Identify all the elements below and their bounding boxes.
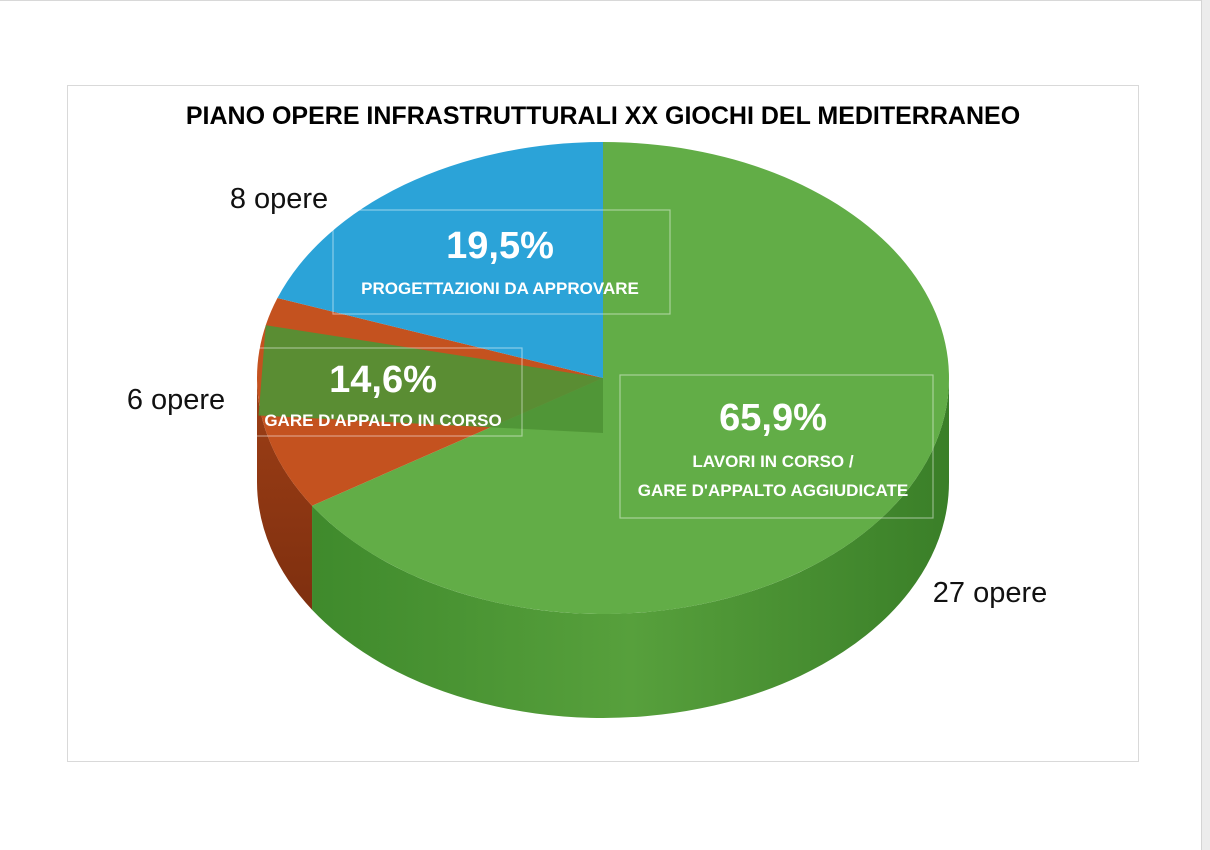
slice-side-green: [312, 378, 949, 718]
category-label-progettazioni-line-1: PROGETTAZIONI DA APPROVARE: [361, 279, 639, 298]
count-label-lavori: 27 opere: [933, 577, 1048, 609]
page-top-edge: [0, 0, 1201, 1]
category-label-gare-line-1: GARE D'APPALTO IN CORSO: [264, 411, 501, 430]
label-box-progettazioni: [332, 209, 671, 315]
pct-label-lavori: 65,9%: [719, 397, 827, 439]
chart-title: PIANO OPERE INFRASTRUTTURALI XX GIOCHI D…: [185, 102, 1021, 130]
pct-label-gare: 14,6%: [329, 359, 437, 401]
count-label-gare: 6 opere: [127, 384, 225, 416]
label-box-lavori: [619, 374, 934, 519]
pct-label-progettazioni: 19,5%: [446, 225, 554, 267]
category-label-lavori-line-2: GARE D'APPALTO AGGIUDICATE: [638, 481, 908, 500]
page-right-edge: [1201, 0, 1210, 850]
category-label-lavori-line-1: LAVORI IN CORSO /: [692, 452, 853, 471]
count-label-progettazioni: 8 opere: [230, 183, 328, 215]
label-box-gare: [249, 347, 523, 437]
slice-inner-wall: [258, 325, 603, 433]
slice-lavori-in-corso: [312, 142, 949, 614]
slice-side-red: [257, 378, 313, 610]
slice-progettazioni: [277, 142, 603, 378]
